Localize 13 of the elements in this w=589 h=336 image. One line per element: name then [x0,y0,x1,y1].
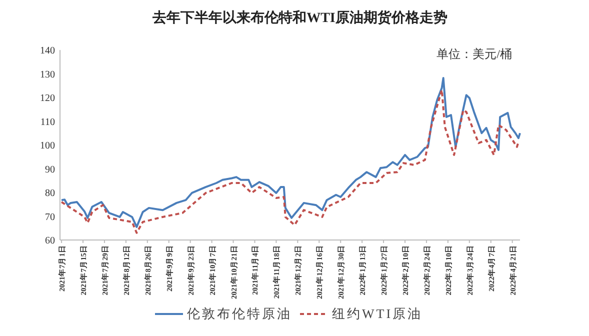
y-tick-label: 60 [45,236,55,246]
y-tick-label: 110 [40,116,55,128]
y-tick-label: 140 [40,46,55,56]
legend-label: 伦敦布伦特原油 [187,306,292,321]
annotation: 单位：美元/桶 [436,47,512,61]
y-tick-label: 120 [40,93,55,104]
y-tick-label: 80 [45,188,55,199]
legend-label: 纽约WTI原油 [332,306,423,321]
y-tick-label: 100 [40,140,55,152]
chart-title: 去年下半年以来布伦特和WTI原油期货价格走势 [152,10,448,26]
y-tick-label: 90 [45,164,55,176]
y-tick-label: 130 [40,69,55,80]
y-tick-label: 70 [45,212,55,223]
